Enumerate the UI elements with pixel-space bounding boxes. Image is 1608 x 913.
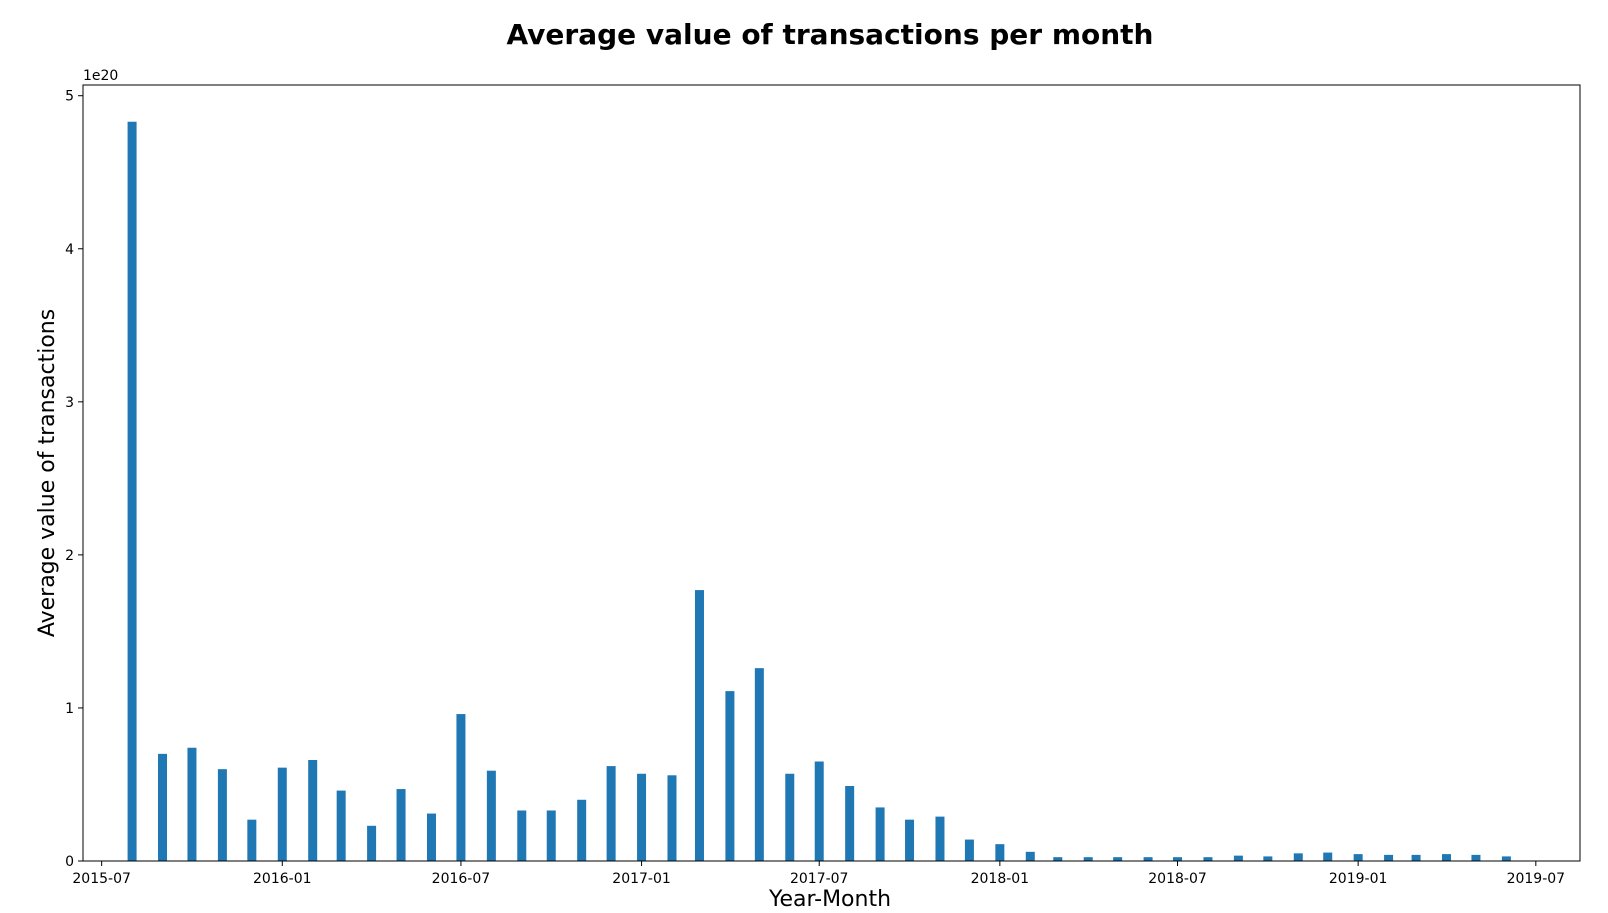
bar xyxy=(1203,857,1212,861)
y-tick-label: 1 xyxy=(65,701,74,717)
bar xyxy=(456,714,465,861)
x-tick-label: 2015-07 xyxy=(72,871,131,887)
bar xyxy=(308,760,317,861)
bar xyxy=(1113,857,1122,861)
y-axis-label: Average value of transactions xyxy=(35,309,60,637)
bar xyxy=(845,786,854,861)
x-tick-label: 2017-01 xyxy=(612,871,671,887)
bar xyxy=(1234,856,1243,861)
chart-title: Average value of transactions per month xyxy=(507,18,1154,51)
bar xyxy=(278,768,287,861)
bar xyxy=(905,820,914,861)
bar xyxy=(607,766,616,861)
bar xyxy=(785,774,794,861)
bar xyxy=(1354,854,1363,861)
bar xyxy=(667,775,676,861)
y-axis-ticks: 0 1 2 3 4 5 xyxy=(65,89,83,870)
x-axis-label: Year-Month xyxy=(768,887,891,912)
bar xyxy=(1442,854,1451,861)
bar xyxy=(547,810,556,861)
bar xyxy=(517,810,526,861)
x-tick-label: 2019-01 xyxy=(1329,871,1388,887)
bar xyxy=(725,691,734,861)
x-tick-label: 2018-07 xyxy=(1148,871,1207,887)
bar xyxy=(1263,856,1272,861)
bar xyxy=(637,774,646,861)
y-tick-label: 0 xyxy=(65,854,74,870)
x-tick-label: 2016-01 xyxy=(253,871,312,887)
bar xyxy=(935,817,944,861)
bar xyxy=(247,820,256,861)
bars-group xyxy=(128,122,1511,861)
bar xyxy=(1323,853,1332,861)
bar xyxy=(128,122,137,861)
bar xyxy=(815,762,824,861)
x-tick-label: 2018-01 xyxy=(971,871,1030,887)
bar xyxy=(337,791,346,861)
x-tick-label: 2016-07 xyxy=(432,871,491,887)
bar xyxy=(1144,857,1153,861)
bar xyxy=(965,840,974,861)
bar xyxy=(397,789,406,861)
bar xyxy=(1026,852,1035,861)
bar xyxy=(1294,853,1303,861)
bar xyxy=(1412,855,1421,861)
bar xyxy=(755,668,764,861)
y-tick-label: 2 xyxy=(65,548,74,564)
bar xyxy=(577,800,586,861)
bar xyxy=(1384,855,1393,861)
bar xyxy=(1471,855,1480,861)
x-axis-ticks: 2015-07 2016-01 2016-07 2017-01 2017-07 2018-… xyxy=(72,861,1565,887)
x-tick-label: 2019-07 xyxy=(1507,871,1566,887)
bar xyxy=(218,769,227,861)
bar xyxy=(427,814,436,861)
plot-frame xyxy=(83,85,1580,861)
bar xyxy=(187,748,196,861)
y-tick-label: 3 xyxy=(65,395,74,411)
bar xyxy=(1053,857,1062,861)
bar xyxy=(487,771,496,861)
bar xyxy=(158,754,167,861)
bar xyxy=(695,590,704,861)
bar xyxy=(1173,857,1182,861)
bar xyxy=(995,844,1004,861)
bar xyxy=(367,826,376,861)
y-offset-label: 1e20 xyxy=(83,68,118,84)
bar xyxy=(1502,856,1511,861)
x-tick-label: 2017-07 xyxy=(790,871,849,887)
y-tick-label: 5 xyxy=(65,89,74,105)
bar xyxy=(876,807,885,861)
bar xyxy=(1084,857,1093,861)
y-tick-label: 4 xyxy=(65,242,74,258)
